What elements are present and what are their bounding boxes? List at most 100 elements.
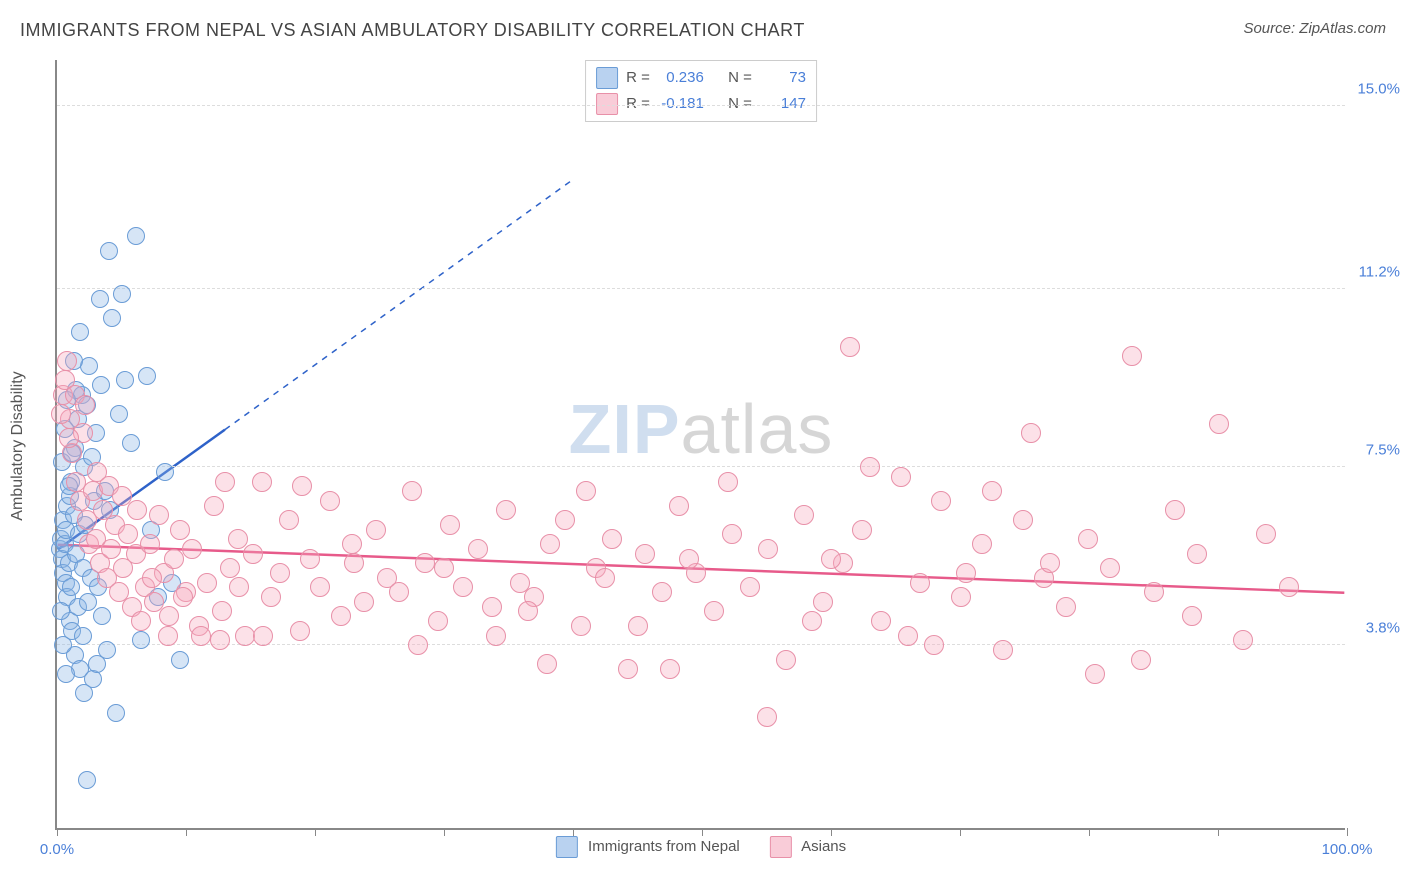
data-point-asians bbox=[243, 544, 263, 564]
data-point-asians bbox=[389, 582, 409, 602]
data-point-asians bbox=[220, 558, 240, 578]
data-point-asians bbox=[140, 534, 160, 554]
data-point-asians bbox=[170, 520, 190, 540]
data-point-asians bbox=[860, 457, 880, 477]
data-point-nepal bbox=[74, 627, 92, 645]
data-point-asians bbox=[1187, 544, 1207, 564]
data-point-asians bbox=[320, 491, 340, 511]
data-point-asians bbox=[279, 510, 299, 530]
data-point-nepal bbox=[132, 631, 150, 649]
data-point-asians bbox=[571, 616, 591, 636]
x-tick bbox=[1218, 828, 1219, 836]
data-point-asians bbox=[101, 539, 121, 559]
data-point-asians bbox=[1078, 529, 1098, 549]
x-tick-label: 100.0% bbox=[1322, 841, 1373, 858]
data-point-nepal bbox=[103, 309, 121, 327]
data-point-nepal bbox=[91, 290, 109, 308]
x-tick bbox=[831, 828, 832, 836]
data-point-asians bbox=[486, 626, 506, 646]
data-point-asians bbox=[197, 573, 217, 593]
data-point-nepal bbox=[107, 704, 125, 722]
legend-swatch-asians-icon bbox=[770, 836, 792, 858]
data-point-asians bbox=[555, 510, 575, 530]
data-point-asians bbox=[537, 654, 557, 674]
series-legend: Immigrants from Nepal Asians bbox=[556, 836, 846, 858]
data-point-asians bbox=[951, 587, 971, 607]
data-point-nepal bbox=[171, 651, 189, 669]
data-point-asians bbox=[290, 621, 310, 641]
data-point-nepal bbox=[156, 463, 174, 481]
data-point-asians bbox=[757, 707, 777, 727]
data-point-nepal bbox=[122, 434, 140, 452]
data-point-nepal bbox=[127, 227, 145, 245]
data-point-asians bbox=[840, 337, 860, 357]
data-point-asians bbox=[740, 577, 760, 597]
data-point-asians bbox=[722, 524, 742, 544]
data-point-asians bbox=[1182, 606, 1202, 626]
data-point-asians bbox=[595, 568, 615, 588]
data-point-asians bbox=[118, 524, 138, 544]
correlation-legend: R = 0.236 N = 73 R = -0.181 N = 147 bbox=[585, 60, 817, 122]
data-point-asians bbox=[158, 626, 178, 646]
data-point-asians bbox=[496, 500, 516, 520]
y-axis-title: Ambulatory Disability bbox=[9, 371, 27, 520]
data-point-asians bbox=[982, 481, 1002, 501]
data-point-nepal bbox=[71, 323, 89, 341]
data-point-asians bbox=[679, 549, 699, 569]
data-point-asians bbox=[229, 577, 249, 597]
x-tick-label: 0.0% bbox=[40, 841, 74, 858]
chart-title: IMMIGRANTS FROM NEPAL VS ASIAN AMBULATOR… bbox=[20, 20, 805, 40]
data-point-asians bbox=[602, 529, 622, 549]
data-point-asians bbox=[310, 577, 330, 597]
data-point-asians bbox=[212, 601, 232, 621]
data-point-asians bbox=[871, 611, 891, 631]
legend-label-asians: Asians bbox=[801, 838, 846, 855]
data-point-nepal bbox=[62, 578, 80, 596]
data-point-asians bbox=[215, 472, 235, 492]
x-tick bbox=[444, 828, 445, 836]
data-point-asians bbox=[776, 650, 796, 670]
legend-swatch-nepal bbox=[596, 67, 618, 89]
data-point-asians bbox=[669, 496, 689, 516]
data-point-asians bbox=[292, 476, 312, 496]
data-point-nepal bbox=[100, 242, 118, 260]
gridline bbox=[57, 288, 1345, 289]
data-point-asians bbox=[972, 534, 992, 554]
data-point-asians bbox=[270, 563, 290, 583]
data-point-asians bbox=[159, 606, 179, 626]
data-point-asians bbox=[628, 616, 648, 636]
data-point-asians bbox=[402, 481, 422, 501]
data-point-nepal bbox=[98, 641, 116, 659]
data-point-asians bbox=[127, 500, 147, 520]
data-point-nepal bbox=[138, 367, 156, 385]
gridline bbox=[57, 105, 1345, 106]
plot-area: ZIPatlas R = 0.236 N = 73 R = -0.181 N =… bbox=[55, 60, 1345, 830]
data-point-asians bbox=[440, 515, 460, 535]
data-point-nepal bbox=[80, 357, 98, 375]
data-point-nepal bbox=[116, 371, 134, 389]
data-point-asians bbox=[173, 587, 193, 607]
data-point-asians bbox=[924, 635, 944, 655]
data-point-asians bbox=[59, 428, 79, 448]
trend-lines bbox=[57, 60, 1345, 828]
data-point-asians bbox=[300, 549, 320, 569]
data-point-asians bbox=[704, 601, 724, 621]
data-point-asians bbox=[891, 467, 911, 487]
data-point-asians bbox=[618, 659, 638, 679]
gridline bbox=[57, 644, 1345, 645]
data-point-asians bbox=[956, 563, 976, 583]
x-tick bbox=[1089, 828, 1090, 836]
data-point-asians bbox=[1144, 582, 1164, 602]
data-point-asians bbox=[1056, 597, 1076, 617]
data-point-asians bbox=[1131, 650, 1151, 670]
data-point-asians bbox=[57, 351, 77, 371]
data-point-asians bbox=[813, 592, 833, 612]
data-point-asians bbox=[253, 626, 273, 646]
x-tick bbox=[57, 828, 58, 836]
data-point-nepal bbox=[52, 602, 70, 620]
data-point-asians bbox=[75, 395, 95, 415]
data-point-asians bbox=[802, 611, 822, 631]
data-point-asians bbox=[164, 549, 184, 569]
data-point-nepal bbox=[54, 636, 72, 654]
y-tick-label: 3.8% bbox=[1350, 620, 1400, 637]
